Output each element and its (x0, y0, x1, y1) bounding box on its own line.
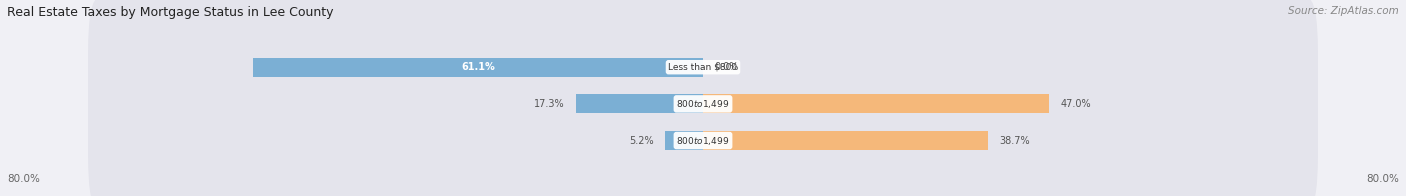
Text: Real Estate Taxes by Mortgage Status in Lee County: Real Estate Taxes by Mortgage Status in … (7, 6, 333, 19)
FancyBboxPatch shape (89, 0, 1317, 137)
FancyBboxPatch shape (89, 34, 1317, 173)
Text: 17.3%: 17.3% (534, 99, 565, 109)
Text: 61.1%: 61.1% (461, 62, 495, 72)
Bar (703, 94, 1049, 113)
FancyBboxPatch shape (89, 71, 1317, 196)
Text: 80.0%: 80.0% (1367, 174, 1399, 184)
Text: $800 to $1,499: $800 to $1,499 (676, 98, 730, 110)
Text: $800 to $1,499: $800 to $1,499 (676, 134, 730, 147)
Bar (703, 131, 988, 150)
Text: 38.7%: 38.7% (1000, 136, 1029, 146)
Text: Less than $800: Less than $800 (668, 63, 738, 72)
Bar (575, 94, 703, 113)
Bar (665, 131, 703, 150)
Text: 47.0%: 47.0% (1060, 99, 1091, 109)
Text: Source: ZipAtlas.com: Source: ZipAtlas.com (1288, 6, 1399, 16)
Text: 80.0%: 80.0% (7, 174, 39, 184)
Bar (253, 58, 703, 77)
Text: 5.2%: 5.2% (628, 136, 654, 146)
Text: 0.0%: 0.0% (714, 62, 738, 72)
